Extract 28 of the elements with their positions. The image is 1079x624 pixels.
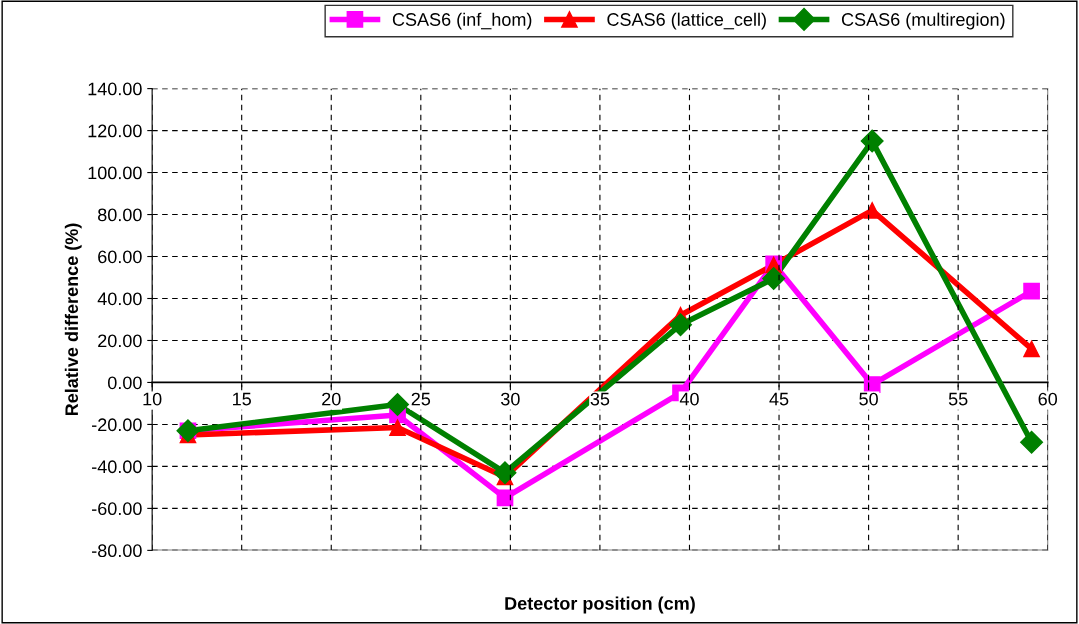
y-tick-label: 140.00 (88, 82, 142, 96)
y-tick-label: 120.00 (88, 124, 142, 138)
x-axis-title: Detector position (cm) (505, 596, 695, 614)
y-tick-label: 80.00 (98, 208, 142, 222)
x-tick-label: 35 (590, 392, 610, 406)
x-tick-label: 30 (501, 392, 520, 406)
y-tick-label: -20.00 (92, 418, 142, 432)
x-tick-label: 20 (322, 392, 341, 406)
y-tick-label: -40.00 (92, 460, 142, 474)
x-tick-label: 55 (948, 392, 968, 406)
y-tick-label: 40.00 (97, 292, 142, 306)
y-tick-label: 100.00 (88, 166, 142, 180)
legend-label: CSAS6 (lattice_cell) (607, 12, 766, 30)
y-tick-label: 60.00 (98, 250, 142, 264)
y-tick-label: 20.00 (98, 334, 142, 348)
x-tick-label: 15 (233, 392, 251, 406)
legend-label: CSAS6 (multiregion) (841, 12, 1005, 30)
x-tick-label: 40 (679, 392, 699, 406)
x-tick-label: 25 (411, 392, 431, 406)
x-tick-label: 45 (769, 392, 789, 406)
legend-label: CSAS6 (inf_hom) (392, 12, 532, 30)
y-axis-title: Relative difference (%) (64, 223, 82, 416)
y-tick-label: -60.00 (92, 502, 142, 516)
x-tick-label: 10 (143, 392, 162, 406)
x-tick-label: 50 (859, 392, 878, 406)
y-tick-label: -80.00 (92, 544, 142, 558)
x-tick-label: 60 (1038, 392, 1058, 406)
y-tick-label: 0.00 (107, 376, 142, 390)
